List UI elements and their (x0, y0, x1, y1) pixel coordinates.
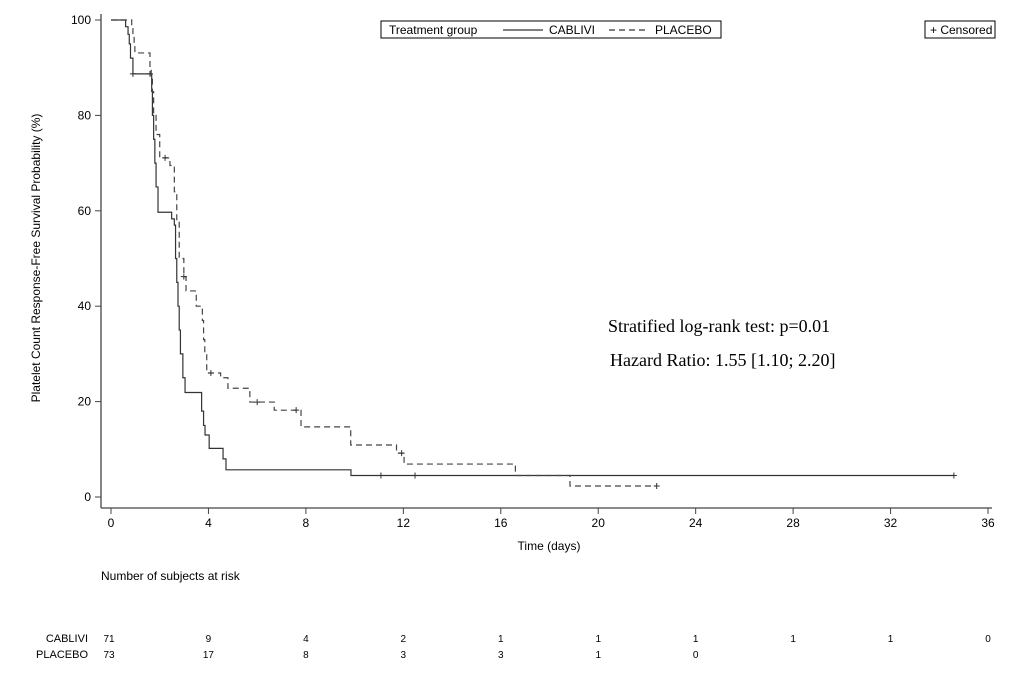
risk-row-label: CABLIVI (46, 633, 88, 645)
axes: 0 4 8 12 16 20 24 28 32 36 0 20 40 60 80 100 (71, 13, 995, 530)
survival-curves (111, 19, 957, 490)
legend-box (380, 20, 722, 39)
censor-mark-cablivi (950, 472, 957, 479)
risk-table-title: Number of subjects at risk (101, 569, 241, 583)
censor-mark-placebo (180, 273, 187, 280)
censor-mark-cablivi (377, 472, 384, 479)
x-tick-label: 32 (884, 516, 898, 530)
logrank-annotation: Stratified log-rank test: p=0.01 (608, 316, 830, 336)
legend-label-placebo: PLACEBO (655, 23, 712, 37)
x-tick-label: 8 (303, 516, 310, 530)
risk-count: 71 (103, 634, 115, 645)
risk-row-label: PLACEBO (36, 649, 88, 661)
censor-mark-placebo (293, 407, 300, 414)
risk-count: 3 (498, 650, 504, 661)
y-tick-label: 40 (78, 299, 92, 313)
risk-count: 0 (985, 634, 991, 645)
x-tick-label: 20 (592, 516, 606, 530)
risk-table: CABLIVI 71 9 4 2 1 1 1 1 1 0 PLACEBO 73 17 8 3 3 1 0 (36, 633, 991, 661)
risk-count: 8 (303, 650, 309, 661)
legend: Treatment group CABLIVI PLACEBO + Censor… (380, 20, 996, 39)
risk-count: 1 (888, 634, 894, 645)
risk-count: 2 (401, 634, 407, 645)
x-tick-label: 36 (981, 516, 995, 530)
y-tick-label: 80 (78, 108, 92, 122)
x-tick-label: 4 (205, 516, 212, 530)
risk-count: 17 (203, 650, 215, 661)
risk-count: 9 (206, 634, 212, 645)
censor-mark-placebo (207, 369, 214, 376)
censor-mark-cablivi (129, 70, 136, 77)
y-axis-label: Platelet Count Response-Free Survival Pr… (29, 114, 43, 403)
x-tick-label: 12 (397, 516, 411, 530)
censored-legend-label: + Censored (930, 23, 992, 37)
censor-mark-placebo (653, 483, 660, 490)
legend-title: Treatment group (389, 23, 478, 37)
censor-mark-placebo (162, 154, 169, 161)
censor-mark-placebo (254, 399, 261, 406)
risk-count: 4 (303, 634, 309, 645)
x-tick-label: 24 (689, 516, 703, 530)
risk-count: 1 (693, 634, 699, 645)
censored-legend-box (924, 20, 996, 39)
risk-count: 3 (401, 650, 407, 661)
y-tick-label: 60 (78, 204, 92, 218)
legend-label-cablivi: CABLIVI (549, 23, 595, 37)
censor-mark-cablivi (146, 70, 153, 77)
x-tick-label: 16 (494, 516, 508, 530)
x-tick-label: 0 (108, 516, 115, 530)
risk-count: 1 (790, 634, 796, 645)
risk-count: 1 (498, 634, 504, 645)
risk-count: 73 (103, 650, 115, 661)
x-tick-label: 28 (786, 516, 800, 530)
y-tick-label: 0 (84, 490, 91, 504)
hazard-ratio-annotation: Hazard Ratio: 1.55 [1.10; 2.20] (610, 350, 835, 370)
risk-count: 0 (693, 650, 699, 661)
risk-count: 1 (595, 650, 601, 661)
survival-curve-cablivi (111, 19, 954, 477)
censor-mark-placebo (398, 450, 405, 457)
risk-count: 1 (595, 634, 601, 645)
x-axis-label: Time (days) (518, 539, 581, 553)
y-tick-label: 100 (71, 13, 91, 27)
censor-mark-cablivi (412, 472, 419, 479)
y-tick-label: 20 (78, 395, 92, 409)
survival-curve-placebo (111, 19, 657, 487)
